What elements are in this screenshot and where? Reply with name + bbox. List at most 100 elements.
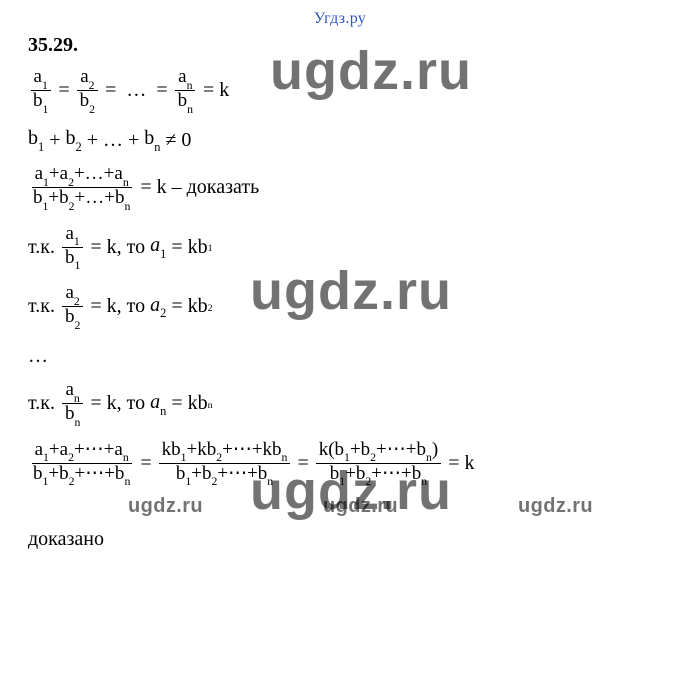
a1-eq: a1 (150, 234, 166, 260)
var-bn: b (178, 90, 188, 111)
plus-3: + (123, 129, 144, 152)
frac-chain-2: kb1+kb2+⋯+kbn b1+b2+⋯+bn (159, 440, 291, 487)
equation-line-9: доказано (28, 526, 652, 554)
c1n: a1+a2+⋯+an (32, 440, 132, 464)
equation-line-3: a1+a2+…+an b1+b2+…+bn = k – доказать (28, 164, 652, 211)
l5ai: a (150, 294, 160, 316)
den-sum-b: b1+b2+…+bn (30, 188, 133, 211)
var-a2: a (80, 66, 88, 87)
equation-line-1: a1 b1 = a2 b2 = … = an bn = k (28, 67, 652, 114)
l4as: 1 (74, 235, 80, 248)
equation-line-4: т.к. a1 b1 = k, то a1 = kb1 (28, 224, 652, 271)
dots-2: … (103, 129, 123, 152)
bns: n (154, 140, 160, 154)
c3n: k(b1+b2+⋯+bn) (316, 440, 441, 464)
db2: b (59, 187, 69, 208)
l7ai: a (150, 391, 160, 413)
sub-n: n (187, 79, 193, 92)
to-2: = k, то (85, 295, 150, 318)
frac-a1b1-b: a1 b1 (62, 224, 83, 271)
page-root: Угдз.ру 35.29. a1 b1 = a2 b2 = … = an bn… (0, 0, 680, 687)
frac-chain-1: a1+a2+⋯+an b1+b2+⋯+bn (30, 440, 133, 487)
frac-chain-3: k(b1+b2+⋯+bn) b1+b2+⋯+bn (316, 440, 441, 487)
sub-1: 1 (42, 79, 48, 92)
eq-k-1: = k (198, 79, 229, 102)
kbns: n (208, 400, 213, 411)
tk-2: т.к. (28, 295, 60, 318)
frac-a1-b1: a1 b1 (30, 67, 51, 114)
frac-sum-ab: a1+a2+…+an b1+b2+…+bn (30, 164, 133, 211)
l4a: a (65, 223, 73, 244)
equation-line-5: т.к. a2 b2 = k, то a2 = kb2 (28, 283, 652, 330)
watermark-small-1: ugdz.ru (128, 495, 203, 518)
b1: b1 (28, 127, 44, 153)
sub-2b: 2 (89, 103, 95, 116)
kb2s: 2 (208, 303, 213, 314)
c3d: b1+b2+⋯+bn (327, 464, 430, 487)
l7a: a (65, 379, 73, 400)
bnv: b (144, 127, 154, 149)
impl-1: = kb (166, 236, 207, 259)
plus-2: + (82, 129, 103, 152)
na2s: 2 (68, 176, 74, 189)
equation-line-7: т.к. an bn = k, то an = kbn (28, 380, 652, 427)
frac-an-bn: an bn (175, 67, 196, 114)
impl-3: = kb (166, 392, 207, 415)
eq-k-final: = k (443, 452, 474, 475)
l5bs: 2 (74, 319, 80, 332)
watermark-small-3: ugdz.ru (518, 495, 593, 518)
kb1s: 1 (208, 243, 213, 254)
db1: b (33, 187, 43, 208)
eq-3: = (151, 79, 172, 102)
l4ai: a (150, 234, 160, 256)
l7bs: n (74, 416, 80, 429)
bn: bn (144, 127, 160, 153)
db1s: 1 (43, 200, 49, 213)
b1v: b (28, 127, 38, 149)
prove-text: = k – доказать (135, 176, 259, 199)
b2: b2 (65, 127, 81, 153)
nan: a (114, 163, 122, 184)
num-sum-a: a1+a2+…+an (32, 164, 132, 188)
an-eq: an (150, 391, 166, 417)
l4bs: 1 (74, 259, 80, 272)
c2n: kb1+kb2+⋯+kbn (159, 440, 291, 464)
c1d: b1+b2+⋯+bn (30, 464, 133, 487)
to-1: = k, то (85, 236, 150, 259)
tk-3: т.к. (28, 392, 60, 415)
dbn: b (115, 187, 125, 208)
var-b: b (33, 90, 43, 111)
dots-1: … (121, 79, 151, 102)
dbns: n (124, 200, 130, 213)
l5as: 2 (74, 295, 80, 308)
l7ais: n (160, 404, 166, 418)
c2d: b1+b2+⋯+bn (173, 464, 276, 487)
impl-2: = kb (166, 295, 207, 318)
l7as: n (74, 392, 80, 405)
equation-line-8: a1+a2+⋯+an b1+b2+⋯+bn = kb1+kb2+⋯+kbn b1… (28, 440, 652, 487)
var-b2: b (80, 90, 90, 111)
site-header: Угдз.ру (28, 10, 652, 28)
proved-text: доказано (28, 528, 104, 551)
b2s: 2 (75, 140, 81, 154)
frac-a2-b2: a2 b2 (77, 67, 98, 114)
problem-number: 35.29. (28, 34, 652, 57)
eq-2: = (100, 79, 121, 102)
equation-line-2: b1 + b2 + … + bn ≠ 0 (28, 126, 652, 154)
equation-line-6: … (28, 342, 652, 370)
a2-eq: a2 (150, 294, 166, 320)
l5ais: 2 (160, 306, 166, 320)
l5a: a (65, 282, 73, 303)
frac-anbn-b: an bn (62, 380, 83, 427)
sub-nb: n (187, 103, 193, 116)
na2: a (60, 163, 68, 184)
footer-watermarks: ugdz.ru ugdz.ru ugdz.ru (128, 495, 652, 518)
na1: a (35, 163, 43, 184)
b1s: 1 (38, 140, 44, 154)
eq-1: = (53, 79, 74, 102)
sub-2: 2 (89, 79, 95, 92)
l4ais: 1 (160, 247, 166, 261)
to-3: = k, то (85, 392, 150, 415)
ne0: ≠ 0 (160, 129, 191, 152)
eq-c1: = (135, 452, 156, 475)
